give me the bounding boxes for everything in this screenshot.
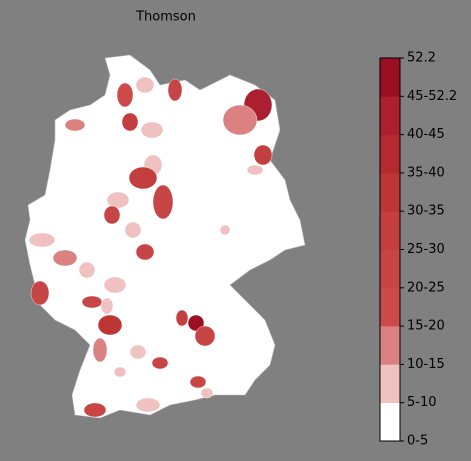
region	[152, 184, 174, 220]
colorbar-segment	[380, 172, 400, 212]
regions	[28, 76, 273, 418]
colorbar-label: 40-45	[407, 127, 445, 142]
colorbar-segment	[380, 364, 400, 403]
region	[103, 205, 121, 225]
region	[129, 344, 147, 360]
colorbar-label: 52.2	[407, 51, 436, 66]
region	[116, 82, 134, 108]
region	[189, 375, 207, 389]
region	[194, 325, 216, 347]
colorbar-segment	[380, 58, 400, 97]
region	[64, 118, 86, 132]
region	[124, 221, 142, 239]
colorbar-segment	[380, 134, 400, 174]
colorbar-label: 30-35	[407, 204, 445, 219]
region	[140, 121, 164, 139]
colorbar-segment	[380, 211, 400, 250]
region	[135, 76, 155, 94]
region	[106, 191, 130, 209]
colorbar-segment	[380, 326, 400, 365]
colorbar-label: 5-10	[407, 395, 437, 410]
colorbar-label: 10-15	[407, 357, 445, 372]
region	[151, 356, 169, 370]
colorbar-segment	[380, 96, 400, 135]
region	[83, 402, 107, 418]
region	[128, 166, 158, 190]
colorbar-segment	[380, 402, 400, 442]
colorbar: 0-5 5-10 10-15 15-20 20-25 25-30 30-35 35-40 40-…	[379, 51, 457, 449]
region	[100, 297, 114, 315]
region	[28, 232, 56, 248]
region	[97, 314, 123, 336]
region	[187, 314, 205, 332]
region	[135, 243, 155, 261]
colorbar-label: 25-30	[407, 242, 445, 257]
colorbar-segment	[380, 249, 400, 289]
colorbar-segment	[380, 287, 400, 327]
region	[175, 309, 189, 327]
region	[92, 337, 108, 363]
region	[81, 295, 103, 309]
region	[222, 104, 258, 136]
colorbar-label: 20-25	[407, 280, 445, 295]
colorbar-label: 15-20	[407, 319, 445, 334]
region	[30, 280, 50, 306]
region	[135, 397, 161, 413]
region	[200, 387, 214, 399]
region	[52, 249, 78, 267]
region	[219, 224, 231, 236]
colorbar-label: 45-52.2	[407, 89, 457, 104]
region	[103, 276, 127, 294]
region	[167, 78, 183, 102]
colorbar-label: 35-40	[407, 165, 445, 180]
map-title: Thomson	[135, 10, 196, 25]
region	[121, 112, 139, 132]
colorbar-label: 0-5	[407, 434, 428, 449]
region	[253, 144, 273, 166]
region	[246, 164, 264, 176]
region	[113, 366, 127, 378]
region	[78, 261, 96, 279]
